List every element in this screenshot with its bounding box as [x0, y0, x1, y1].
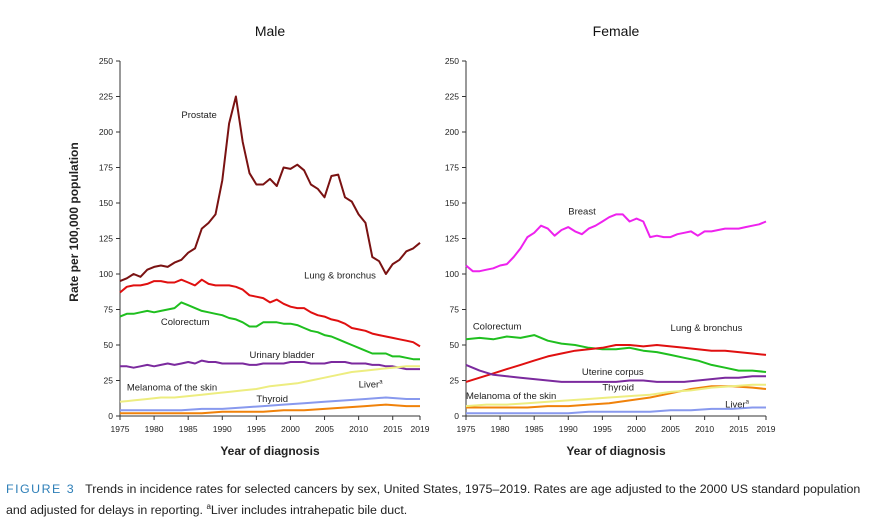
male-x-tick-label: 1975	[111, 424, 130, 434]
male-x-tick-label: 2019	[411, 424, 430, 434]
female-label-breast: Breast	[568, 206, 596, 217]
male-chart-title: Male	[255, 23, 286, 39]
female-y-tick-label: 250	[445, 56, 459, 66]
male-series-colorectum	[119, 301, 420, 361]
male-y-tick-label: 200	[99, 127, 113, 137]
female-x-axis-label: Year of diagnosis	[566, 444, 666, 458]
male-y-tick-label: 0	[108, 411, 113, 421]
male-label-liver: Livera	[359, 380, 384, 391]
caption-text: Trends in incidence rates for selected c…	[6, 482, 861, 518]
male-series-melanoma-of-the-skin	[119, 365, 420, 403]
male-y-tick-label: 150	[99, 198, 113, 208]
male-y-tick-label: 100	[99, 269, 113, 279]
female-label-melanoma-of-the-skin: Melanoma of the skin	[466, 391, 556, 402]
shared-y-axis-label: Rate per 100,000 population	[67, 142, 81, 301]
female-label-liver: Livera	[725, 399, 750, 410]
female-series-melanoma-of-the-skin	[465, 383, 766, 408]
female-y-tick-label: 175	[445, 163, 459, 173]
female-x-tick-label: 1975	[457, 424, 476, 434]
female-x-tick-label: 1985	[525, 424, 544, 434]
male-y-tick-label: 250	[99, 56, 113, 66]
male-panel: Male 0 25 50 75 100 125 150 175 200 225 250 1975 1980…	[99, 23, 430, 458]
male-label-prostate: Prostate	[181, 110, 216, 121]
male-label-lung-bronchus: Lung & bronchus	[304, 270, 376, 281]
male-series-urinary-bladder	[120, 359, 420, 371]
chart-svg: Rate per 100,000 population Male 0 25 50 75 1…	[67, 23, 776, 458]
male-series-lung-bronchus	[119, 278, 421, 348]
female-series-uterine-corpus	[465, 363, 766, 383]
female-chart-title: Female	[593, 23, 640, 39]
female-x-tick-label: 2019	[757, 424, 776, 434]
female-y-tick-label: 0	[454, 411, 459, 421]
male-label-thyroid: Thyroid	[256, 394, 288, 405]
male-x-tick-label: 2010	[349, 424, 368, 434]
male-series-liver	[120, 396, 420, 412]
male-x-tick-label: 2000	[281, 424, 300, 434]
male-y-tick-label: 50	[104, 340, 114, 350]
male-x-tick-label: 1990	[213, 424, 232, 434]
female-y-tick-label: 100	[445, 269, 459, 279]
male-label-colorectum: Colorectum	[161, 317, 210, 328]
female-x-tick-label: 2015	[729, 424, 748, 434]
caption-label: FIGURE 3	[6, 482, 76, 496]
female-y-tick-label: 225	[445, 92, 459, 102]
female-y-tick-label: 150	[445, 198, 459, 208]
male-series-prostate	[119, 95, 421, 283]
female-label-uterine-corpus: Uterine corpus	[582, 367, 644, 378]
female-x-tick-label: 2010	[695, 424, 714, 434]
male-x-tick-label: 2005	[315, 424, 334, 434]
male-label-melanoma-of-the-skin: Melanoma of the skin	[127, 382, 217, 393]
male-label-urinary-bladder: Urinary bladder	[250, 350, 315, 361]
female-series-breast	[465, 213, 767, 273]
female-y-tick-label: 75	[450, 305, 460, 315]
male-x-tick-label: 1985	[179, 424, 198, 434]
male-series-thyroid	[120, 403, 420, 415]
caption-footnote: Liver includes intrahepatic bile duct.	[210, 503, 408, 518]
male-y-tick-label: 175	[99, 163, 113, 173]
female-x-tick-label: 2000	[627, 424, 646, 434]
male-x-tick-label: 1995	[247, 424, 266, 434]
female-y-tick-label: 125	[445, 234, 459, 244]
female-y-tick-label: 50	[450, 340, 460, 350]
female-label-colorectum: Colorectum	[473, 321, 522, 332]
male-x-tick-label: 1980	[145, 424, 164, 434]
male-y-tick-label: 225	[99, 92, 113, 102]
female-x-tick-label: 1990	[559, 424, 578, 434]
female-series-liver	[466, 406, 766, 415]
figure-caption: FIGURE 3 Trends in incidence rates for se…	[6, 480, 876, 519]
female-y-tick-label: 200	[445, 127, 459, 137]
female-label-lung-bronchus: Lung & bronchus	[671, 323, 743, 334]
male-y-tick-label: 75	[104, 305, 114, 315]
female-x-tick-label: 2005	[661, 424, 680, 434]
female-series-colorectum	[465, 334, 767, 373]
female-x-tick-label: 1980	[491, 424, 510, 434]
female-series-lung-bronchus	[465, 344, 767, 383]
male-y-tick-label: 25	[104, 376, 114, 386]
female-panel: Female 0 25 50 75 100 125 150 175 200 225 250 1975 19…	[445, 23, 776, 458]
female-label-thyroid: Thyroid	[602, 382, 634, 393]
caption-footnote-mark: a	[206, 502, 211, 511]
male-x-tick-label: 2015	[383, 424, 402, 434]
female-x-tick-label: 1995	[593, 424, 612, 434]
female-y-tick-label: 25	[450, 376, 460, 386]
male-x-axis-label: Year of diagnosis	[220, 444, 320, 458]
male-y-tick-label: 125	[99, 234, 113, 244]
